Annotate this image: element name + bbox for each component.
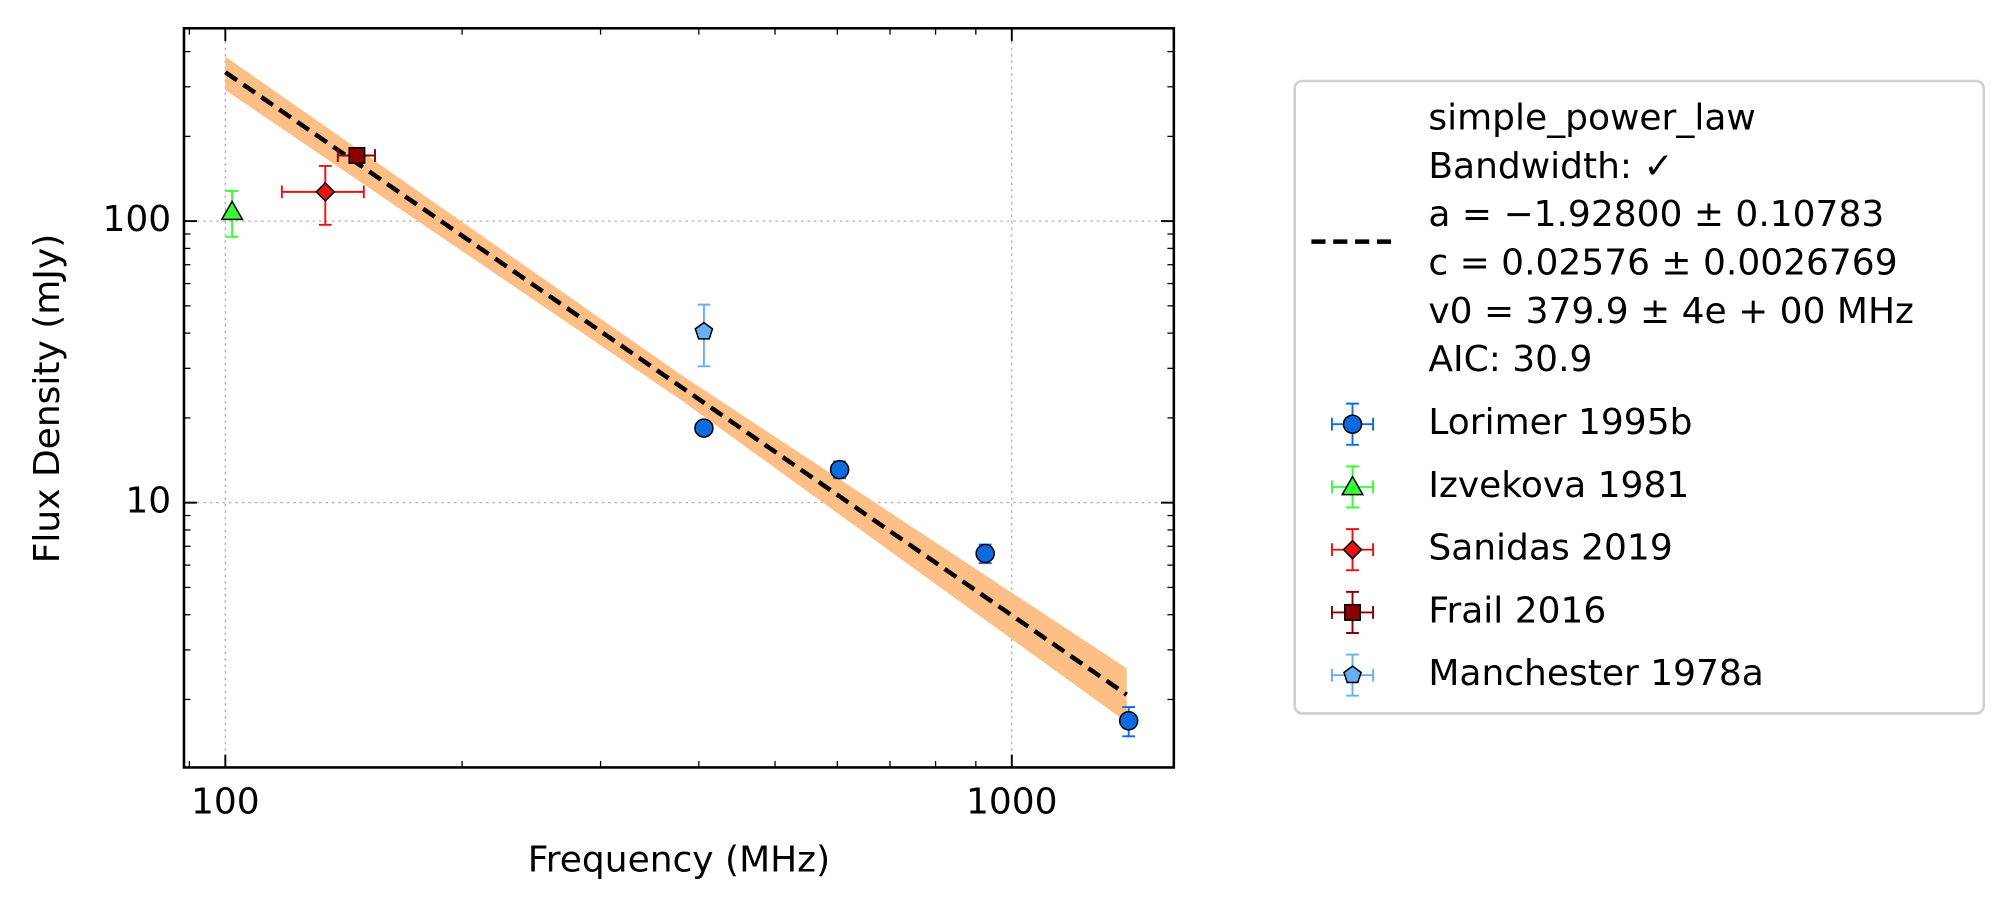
plot-frame	[182, 26, 1176, 769]
legend-marker	[1343, 665, 1362, 684]
x-tick-label: 100	[191, 781, 260, 822]
legend-label: Manchester 1978a	[1428, 653, 1764, 694]
legend-label: AIC: 30.9	[1428, 339, 1592, 380]
data-point	[348, 147, 366, 164]
legend-label: simple_power_law	[1428, 98, 1755, 139]
data-point	[220, 199, 244, 221]
data-point	[694, 321, 714, 340]
legend-marker	[1344, 603, 1362, 621]
legend-label: Bandwidth: ✓	[1428, 146, 1673, 187]
data-point	[315, 181, 336, 202]
data-point	[694, 418, 714, 438]
y-tick-label: 100	[102, 199, 171, 240]
data-point	[829, 459, 850, 480]
legend-marker	[1342, 539, 1363, 560]
legend-label: Sanidas 2019	[1428, 528, 1672, 569]
legend-label: v0 = 379.9 ± 4e + 00 MHz	[1428, 291, 1914, 332]
fit-band	[225, 56, 1127, 723]
data-point	[975, 543, 995, 564]
legend-marker	[1340, 475, 1365, 496]
x-axis-label: Frequency (MHz)	[528, 839, 830, 880]
y-axis-label: Flux Density (mJy)	[27, 234, 68, 564]
y-tick-label: 10	[125, 481, 171, 522]
legend-marker	[1342, 414, 1363, 434]
legend-label: a = −1.92800 ± 0.10783	[1428, 194, 1884, 235]
legend-label: Frail 2016	[1428, 590, 1606, 631]
legend-label: Lorimer 1995b	[1428, 402, 1692, 443]
data-point	[1118, 711, 1139, 731]
legend-box	[1293, 79, 1985, 715]
legend-label: c = 0.02576 ± 0.0026769	[1428, 243, 1897, 284]
legend-label: Izvekova 1981	[1428, 465, 1689, 506]
x-tick-label: 1000	[966, 781, 1058, 822]
fit-line	[224, 70, 1129, 697]
